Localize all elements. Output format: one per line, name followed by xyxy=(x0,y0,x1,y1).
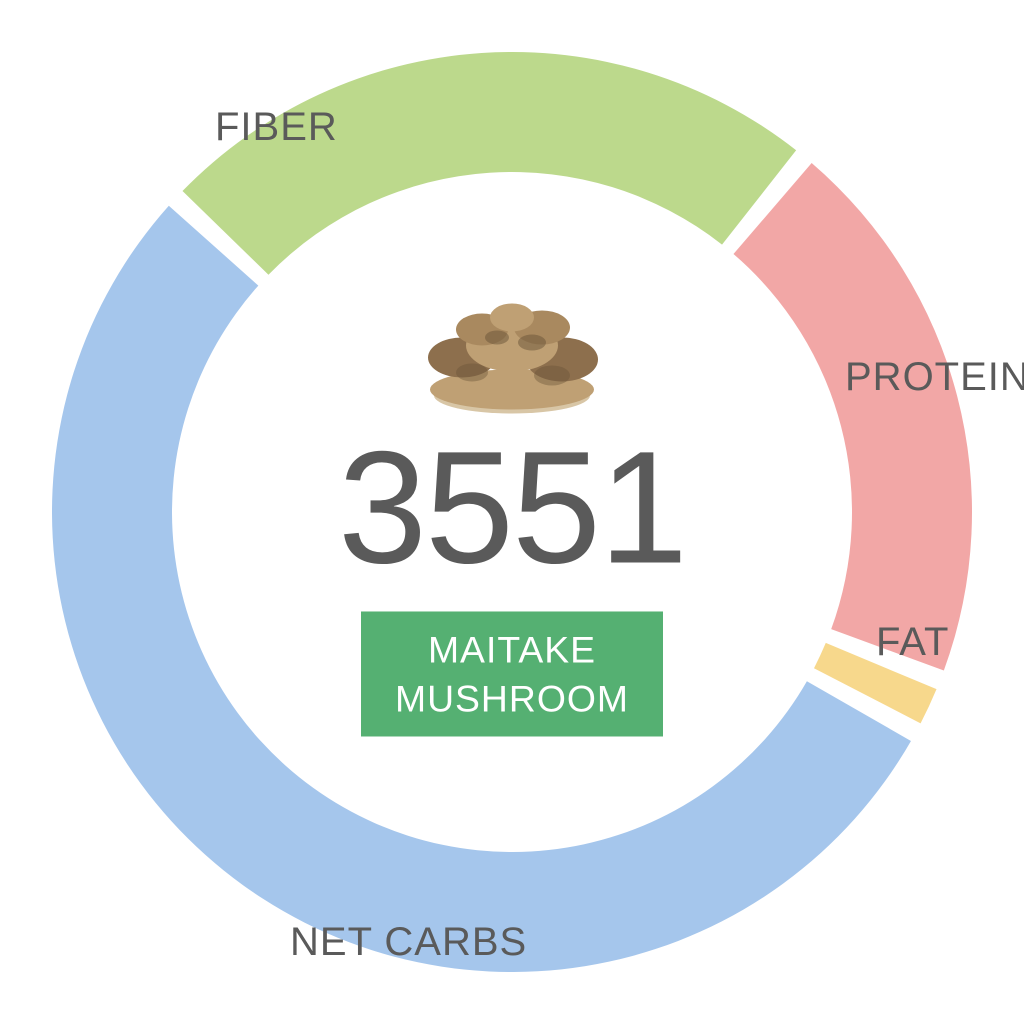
food-name-badge: MAITAKE MUSHROOM xyxy=(361,611,663,736)
label-protein: PROTEIN xyxy=(845,355,1024,400)
nutrient-donut-stage: 3551 MAITAKE MUSHROOM FIBER PROTEIN FAT … xyxy=(0,0,1024,1024)
center-content: 3551 MAITAKE MUSHROOM xyxy=(232,287,792,736)
label-net-carbs: NET CARBS xyxy=(290,920,527,965)
segment-fiber xyxy=(183,52,797,275)
label-fat: FAT xyxy=(876,620,949,665)
label-fiber: FIBER xyxy=(215,105,338,150)
food-name-line2: MUSHROOM xyxy=(395,677,629,719)
food-name-line1: MAITAKE xyxy=(428,628,596,670)
maitake-mushroom-icon xyxy=(402,287,622,417)
nutrient-score: 3551 xyxy=(232,427,792,587)
